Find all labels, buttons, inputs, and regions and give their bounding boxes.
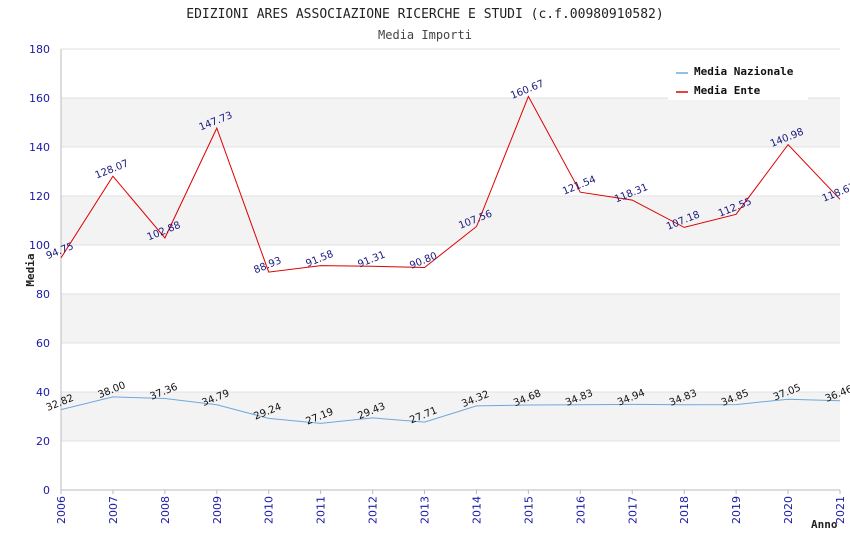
grid-band bbox=[61, 147, 840, 196]
grid-band bbox=[61, 98, 840, 147]
grid-band bbox=[61, 294, 840, 343]
y-axis-label: Media bbox=[24, 253, 37, 286]
chart-title: EDIZIONI ARES ASSOCIAZIONE RICERCHE E ST… bbox=[186, 7, 663, 22]
y-tick-label: 120 bbox=[29, 190, 50, 203]
chart-subtitle: Media Importi bbox=[378, 28, 472, 42]
series-line-media-nazionale bbox=[60, 396, 841, 424]
x-tick-label: 2013 bbox=[419, 496, 432, 524]
x-tick-label: 2011 bbox=[315, 496, 328, 524]
grid-band bbox=[61, 245, 840, 294]
x-tick-label: 2017 bbox=[626, 496, 639, 524]
grid-band bbox=[61, 441, 840, 490]
y-tick-label: 40 bbox=[36, 386, 50, 399]
grid-band bbox=[61, 343, 840, 392]
grid-bands bbox=[61, 48, 840, 491]
series-line-media-ente bbox=[60, 95, 841, 273]
x-tick-label: 2021 bbox=[834, 496, 847, 524]
series-lines bbox=[60, 95, 841, 424]
x-tick-label: 2015 bbox=[522, 496, 535, 524]
axes bbox=[60, 49, 841, 494]
x-tick-label: 2010 bbox=[263, 496, 276, 524]
legend-box bbox=[668, 58, 808, 100]
x-tick-labels: 2006 2007 2008 2009 2010 2011 2012 2013 2014 2015… bbox=[55, 496, 847, 524]
y-tick-label: 20 bbox=[36, 435, 50, 448]
x-tick-label: 2020 bbox=[782, 496, 795, 524]
y-tick-label: 140 bbox=[29, 141, 50, 154]
x-tick-label: 2009 bbox=[211, 496, 224, 524]
y-tick-labels: 0 20 40 60 80 100 120 140 160 180 bbox=[29, 43, 50, 497]
y-tick-label: 60 bbox=[36, 337, 50, 350]
y-tick-label: 0 bbox=[43, 484, 50, 497]
x-tick-label: 2019 bbox=[730, 496, 743, 524]
legend-label-media-ente: Media Ente bbox=[694, 84, 761, 97]
y-tick-label: 100 bbox=[29, 239, 50, 252]
x-tick-label: 2007 bbox=[107, 496, 120, 524]
x-tick-label: 2016 bbox=[574, 496, 587, 524]
x-tick-label: 2014 bbox=[470, 496, 483, 524]
legend: Media Nazionale Media Ente bbox=[668, 58, 808, 100]
x-tick-label: 2006 bbox=[55, 496, 68, 524]
grid-band bbox=[61, 392, 840, 441]
y-tick-label: 80 bbox=[36, 288, 50, 301]
x-axis-label: Anno bbox=[811, 518, 838, 531]
x-tick-label: 2008 bbox=[159, 496, 172, 524]
x-tick-label: 2012 bbox=[367, 496, 380, 524]
x-tick-label: 2018 bbox=[678, 496, 691, 524]
y-tick-label: 180 bbox=[29, 43, 50, 56]
legend-label-media-nazionale: Media Nazionale bbox=[694, 65, 794, 78]
y-tick-label: 160 bbox=[29, 92, 50, 105]
